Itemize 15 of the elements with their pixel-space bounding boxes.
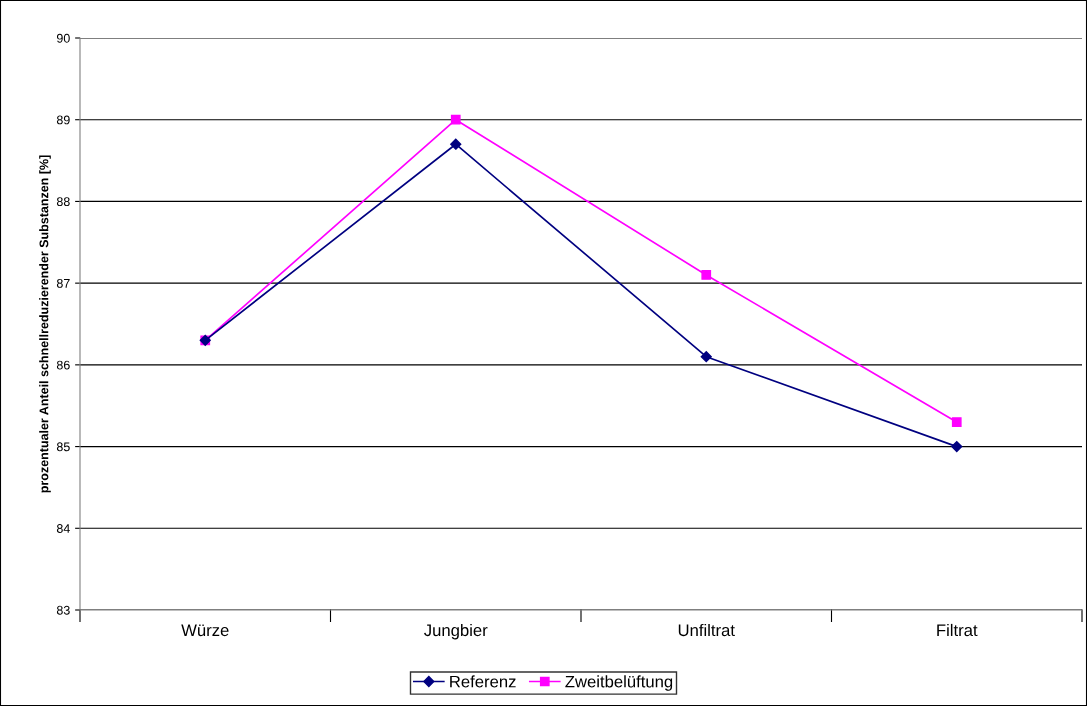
x-tick-label: Filtrat — [937, 623, 978, 637]
x-tick-label: Unfiltrat — [678, 623, 735, 637]
y-tick-label: 87 — [56, 278, 70, 288]
x-tick-label: Jungbier — [424, 623, 488, 640]
y-tick-label: 90 — [56, 33, 70, 43]
legend-label: Zweitbelüftung — [565, 675, 673, 691]
y-tick-label: 86 — [56, 360, 70, 370]
y-tick-label: 85 — [56, 442, 70, 452]
y-tick-label: 83 — [56, 605, 70, 615]
legend-label: Referenz — [450, 675, 516, 688]
y-axis-title: prozentualer Anteil schnellreduzierender Substanzen [%] — [39, 155, 51, 493]
y-tick-label: 89 — [56, 115, 70, 125]
x-tick-label: Würze — [181, 624, 229, 637]
y-tick-label: 84 — [56, 524, 70, 533]
y-tick-label: 88 — [56, 197, 70, 207]
